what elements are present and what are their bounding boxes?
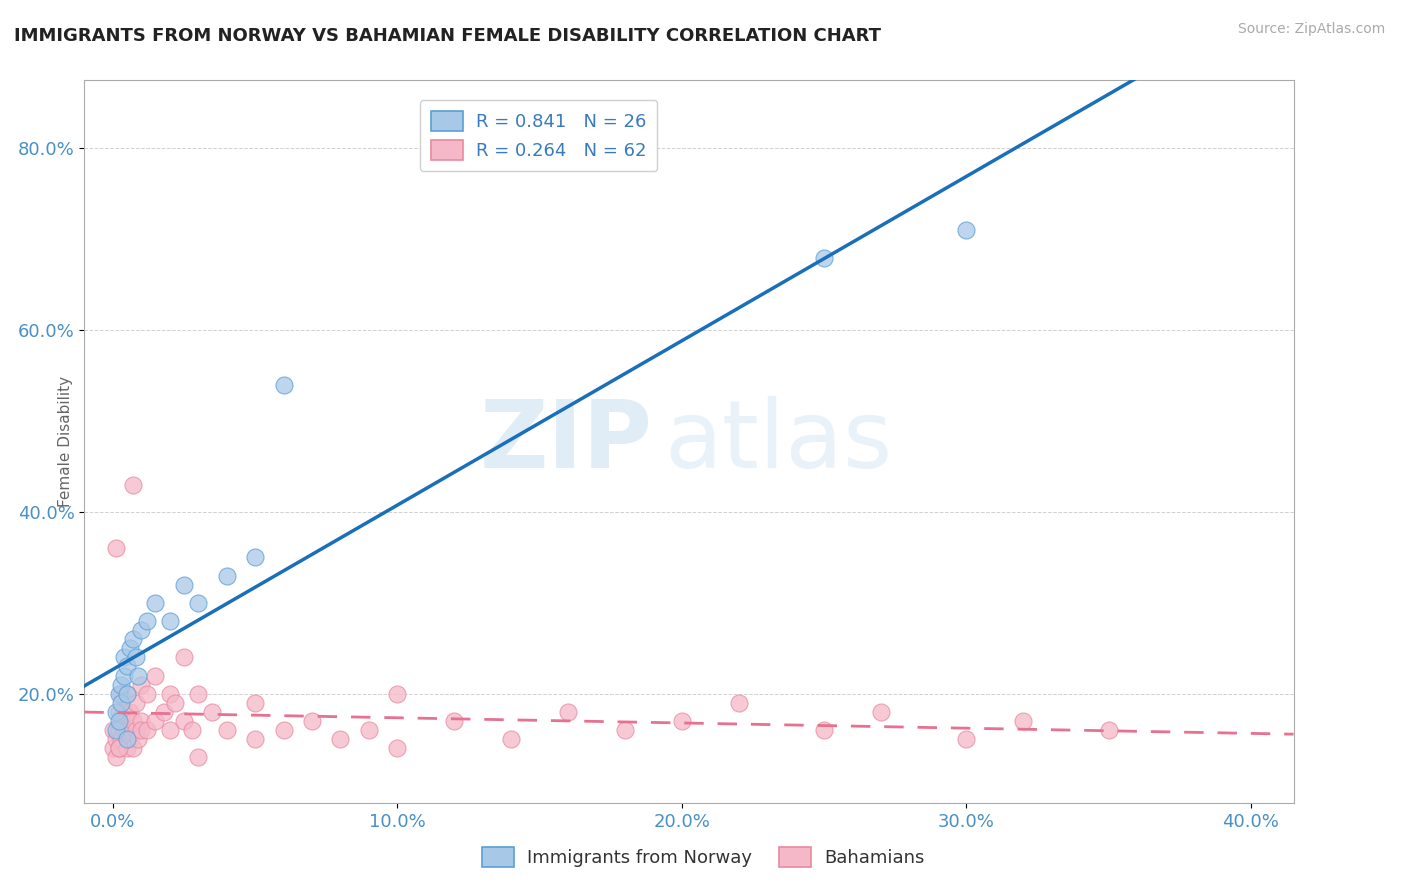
Point <box>107 723 129 737</box>
Point <box>813 251 835 265</box>
Point <box>173 650 195 665</box>
Point <box>159 723 181 737</box>
Point <box>112 723 135 737</box>
Point <box>127 668 149 682</box>
Point <box>273 723 295 737</box>
Point <box>727 696 749 710</box>
Point <box>145 714 167 728</box>
Point <box>955 223 977 237</box>
Text: IMMIGRANTS FROM NORWAY VS BAHAMIAN FEMALE DISABILITY CORRELATION CHART: IMMIGRANTS FROM NORWAY VS BAHAMIAN FEMAL… <box>14 27 882 45</box>
Point <box>181 723 204 737</box>
Point <box>165 696 187 710</box>
Point <box>187 596 209 610</box>
Point <box>124 723 146 737</box>
Point <box>1012 714 1035 728</box>
Point <box>101 741 124 756</box>
Point <box>118 641 141 656</box>
Point <box>357 723 380 737</box>
Point <box>129 714 152 728</box>
Legend: Immigrants from Norway, Bahamians: Immigrants from Norway, Bahamians <box>474 839 932 874</box>
Point <box>104 732 127 747</box>
Point <box>129 678 152 692</box>
Point <box>115 659 138 673</box>
Point <box>107 714 129 728</box>
Point <box>104 723 127 737</box>
Point <box>187 687 209 701</box>
Point <box>104 750 127 764</box>
Point <box>136 687 159 701</box>
Point <box>159 687 181 701</box>
Point <box>112 668 135 682</box>
Point <box>613 723 636 737</box>
Point <box>118 705 141 719</box>
Point <box>115 687 138 701</box>
Point <box>104 705 127 719</box>
Point <box>301 714 323 728</box>
Point <box>387 687 409 701</box>
Point <box>243 696 266 710</box>
Point <box>215 723 238 737</box>
Point <box>112 705 135 719</box>
Point <box>813 723 835 737</box>
Point <box>115 732 138 747</box>
Text: Source: ZipAtlas.com: Source: ZipAtlas.com <box>1237 22 1385 37</box>
Point <box>136 614 159 628</box>
Point <box>121 477 143 491</box>
Y-axis label: Female Disability: Female Disability <box>58 376 73 508</box>
Point <box>273 377 295 392</box>
Point <box>187 750 209 764</box>
Point <box>110 687 132 701</box>
Point <box>115 687 138 701</box>
Legend: R = 0.841   N = 26, R = 0.264   N = 62: R = 0.841 N = 26, R = 0.264 N = 62 <box>420 100 657 170</box>
Point <box>243 732 266 747</box>
Point <box>153 705 176 719</box>
Point <box>1097 723 1119 737</box>
Point <box>201 705 224 719</box>
Point <box>107 741 129 756</box>
Text: atlas: atlas <box>665 395 893 488</box>
Point <box>136 723 159 737</box>
Point <box>671 714 693 728</box>
Point <box>107 687 129 701</box>
Point <box>129 623 152 637</box>
Point <box>870 705 893 719</box>
Point <box>955 732 977 747</box>
Point <box>129 723 152 737</box>
Point <box>101 723 124 737</box>
Point <box>121 714 143 728</box>
Point <box>121 632 143 647</box>
Point <box>118 732 141 747</box>
Point <box>127 732 149 747</box>
Point <box>110 714 132 728</box>
Point <box>124 696 146 710</box>
Point <box>115 723 138 737</box>
Point <box>387 741 409 756</box>
Point <box>115 741 138 756</box>
Point <box>501 732 523 747</box>
Point <box>112 650 135 665</box>
Point <box>215 568 238 582</box>
Point <box>110 732 132 747</box>
Point <box>104 541 127 556</box>
Point <box>145 668 167 682</box>
Point <box>107 741 129 756</box>
Point <box>145 596 167 610</box>
Point <box>121 741 143 756</box>
Point <box>443 714 465 728</box>
Point <box>159 614 181 628</box>
Point <box>557 705 579 719</box>
Point <box>173 714 195 728</box>
Text: ZIP: ZIP <box>479 395 652 488</box>
Point <box>110 678 132 692</box>
Point <box>107 705 129 719</box>
Point <box>110 696 132 710</box>
Point <box>173 577 195 591</box>
Point <box>329 732 352 747</box>
Point <box>243 550 266 565</box>
Point <box>124 650 146 665</box>
